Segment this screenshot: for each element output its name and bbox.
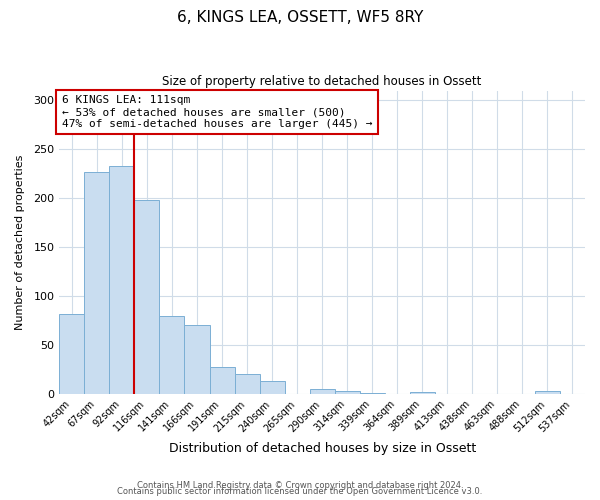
Text: Contains HM Land Registry data © Crown copyright and database right 2024.: Contains HM Land Registry data © Crown c…	[137, 481, 463, 490]
Bar	[184, 326, 209, 394]
Bar	[209, 368, 235, 394]
X-axis label: Distribution of detached houses by size in Ossett: Distribution of detached houses by size …	[169, 442, 476, 455]
Bar	[535, 391, 560, 394]
Bar	[360, 393, 385, 394]
Y-axis label: Number of detached properties: Number of detached properties	[15, 154, 25, 330]
Bar	[235, 374, 260, 394]
Bar	[59, 314, 85, 394]
Bar	[335, 391, 360, 394]
Bar	[410, 392, 435, 394]
Bar	[260, 381, 284, 394]
Text: Contains public sector information licensed under the Open Government Licence v3: Contains public sector information licen…	[118, 487, 482, 496]
Bar	[85, 172, 109, 394]
Bar	[160, 316, 184, 394]
Title: Size of property relative to detached houses in Ossett: Size of property relative to detached ho…	[163, 75, 482, 88]
Bar	[134, 200, 160, 394]
Text: 6, KINGS LEA, OSSETT, WF5 8RY: 6, KINGS LEA, OSSETT, WF5 8RY	[177, 10, 423, 25]
Bar	[310, 389, 335, 394]
Bar	[109, 166, 134, 394]
Text: 6 KINGS LEA: 111sqm
← 53% of detached houses are smaller (500)
47% of semi-detac: 6 KINGS LEA: 111sqm ← 53% of detached ho…	[62, 96, 373, 128]
